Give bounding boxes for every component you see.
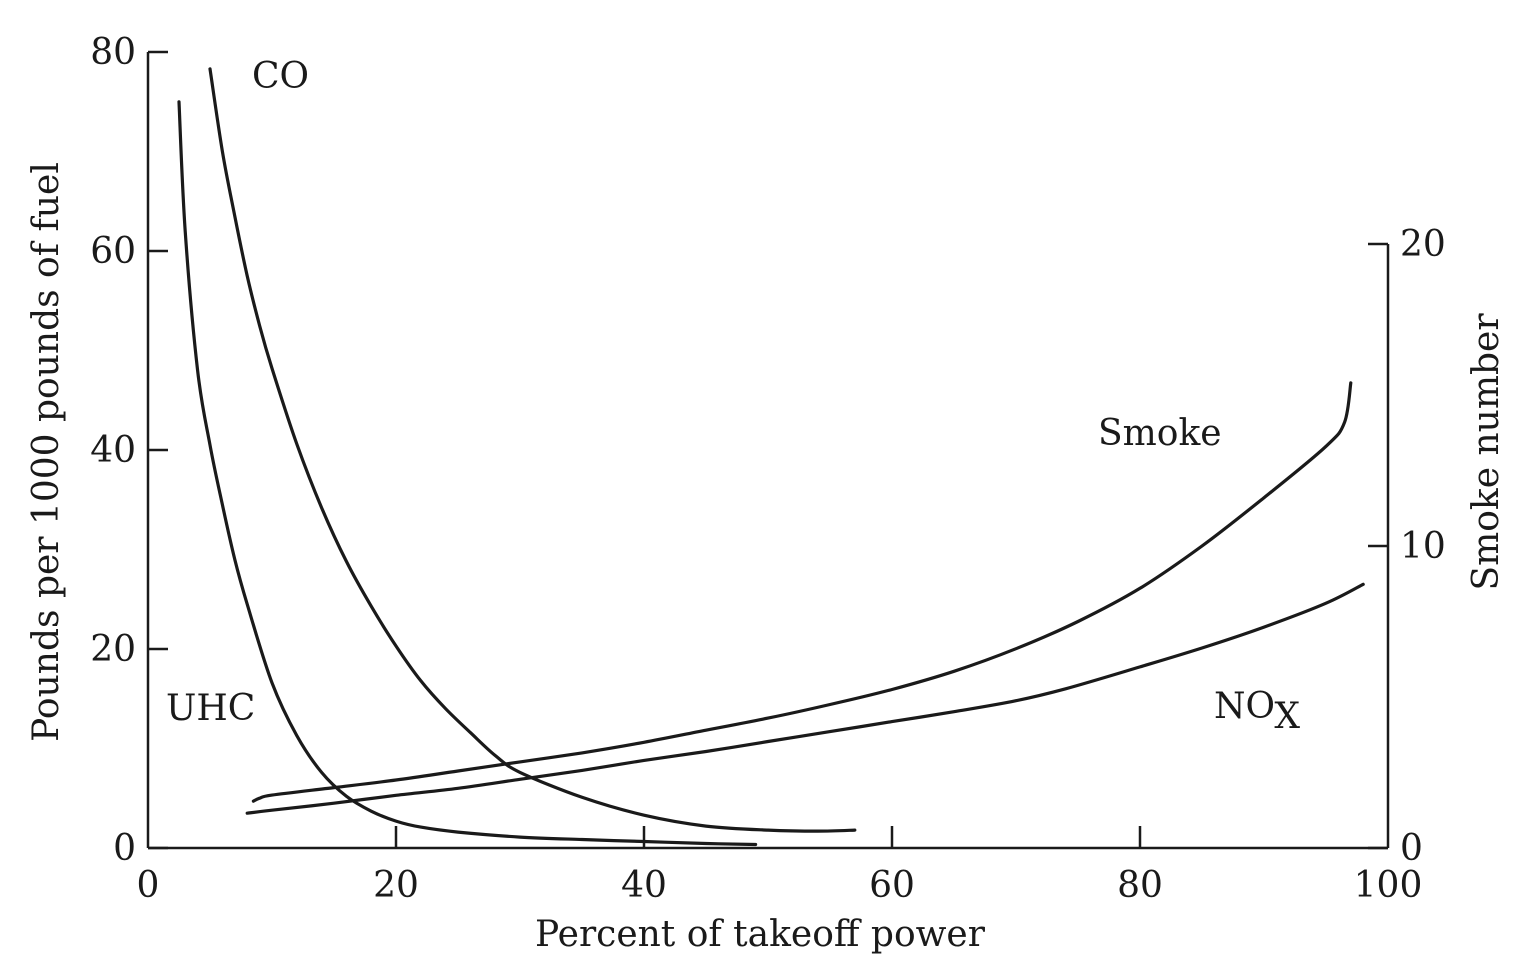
y2-ticks: 0 10 20 (1368, 224, 1446, 869)
curves (177, 67, 1365, 847)
smoke-label: Smoke (1098, 413, 1222, 454)
nox-label: NOX (1214, 686, 1300, 737)
y-tick-label-0: 0 (113, 828, 136, 869)
co-label: CO (252, 56, 309, 97)
y2-axis-title: Smoke number (1466, 313, 1507, 591)
y-ticks: 0 20 40 60 80 (90, 32, 168, 869)
uhc-label: UHC (166, 688, 255, 729)
x-axis-title: Percent of takeoff power (535, 914, 986, 955)
y2-tick-label-10: 10 (1400, 526, 1446, 567)
series-line-co (208, 67, 857, 833)
y-tick-label-40: 40 (90, 430, 136, 471)
y2-tick-label-20: 20 (1400, 224, 1446, 265)
y-tick-label-20: 20 (90, 629, 136, 670)
x-tick-label-40: 40 (621, 865, 667, 906)
x-tick-label-60: 60 (869, 865, 915, 906)
y2-tick-label-0: 0 (1400, 828, 1423, 869)
series-line-uhc (177, 100, 758, 847)
series-line-smoke (251, 381, 1353, 803)
x-tick-label-80: 80 (1117, 865, 1163, 906)
x-tick-label-100: 100 (1354, 865, 1423, 906)
nox-label-subscript: X (1274, 696, 1300, 737)
x-ticks: 0 20 40 60 80 100 (137, 826, 1423, 906)
nox-label-main: NO (1214, 686, 1274, 727)
x-tick-label-0: 0 (137, 865, 160, 906)
y-axis-title: Pounds per 1000 pounds of fuel (26, 162, 67, 742)
y-tick-label-60: 60 (90, 231, 136, 272)
y-tick-label-80: 80 (90, 32, 136, 73)
x-tick-label-20: 20 (373, 865, 419, 906)
series-line-nox (245, 582, 1365, 815)
